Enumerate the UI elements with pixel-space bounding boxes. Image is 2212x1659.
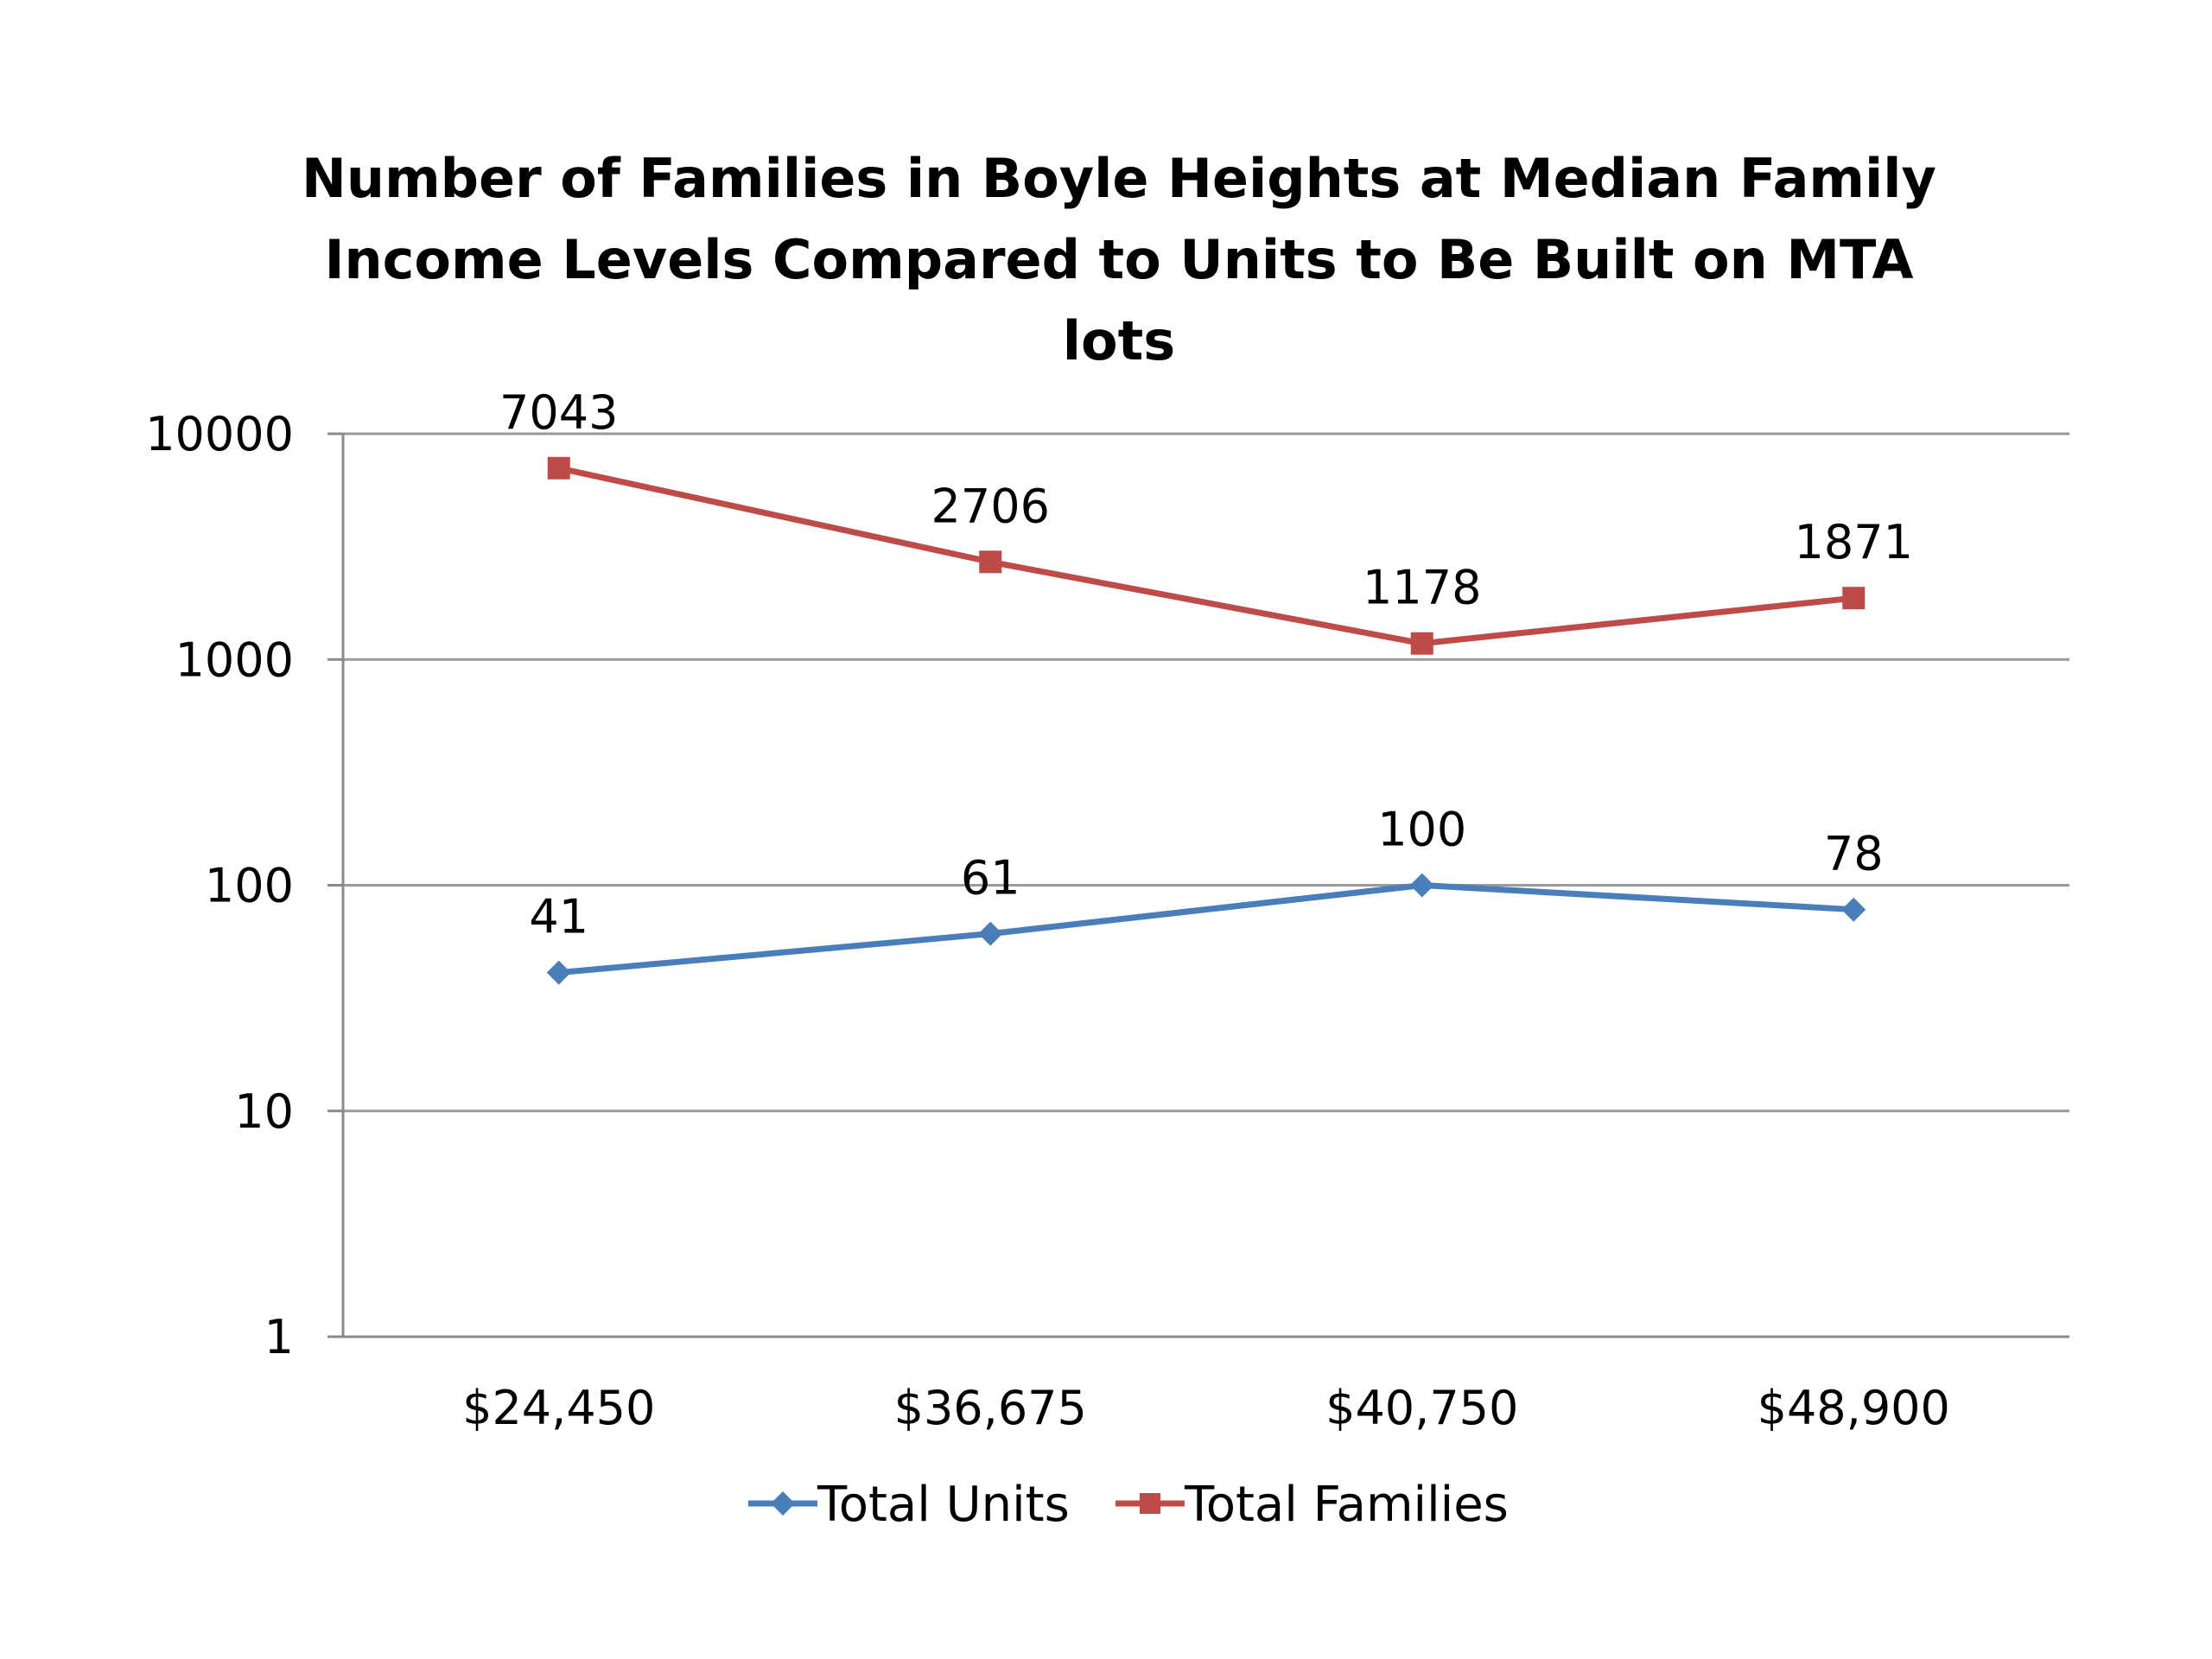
x-tick-label: $24,450 (462, 1381, 655, 1435)
data-label-total-families: 1178 (1363, 561, 1481, 615)
series (546, 456, 1866, 985)
data-point-total-units (978, 921, 1003, 946)
y-tick-label: 100 (205, 859, 294, 913)
chart-title-line: Number of Families in Boyle Heights at M… (302, 147, 1936, 210)
data-label-total-units: 100 (1377, 803, 1466, 857)
data-label-total-units: 61 (961, 851, 1020, 906)
y-tick-label: 1000 (175, 632, 294, 687)
data-point-total-families (979, 550, 1002, 574)
y-tick-label: 10 (234, 1084, 294, 1139)
y-tick-label: 1 (264, 1310, 294, 1364)
data-label-total-units: 41 (529, 890, 588, 944)
series-total-units (546, 873, 1866, 985)
x-tick-labels: $24,450 $36,675 $40,750 $48,900 (462, 1381, 1950, 1435)
axes (327, 432, 2069, 1338)
data-point-total-units (1409, 873, 1434, 898)
data-point-total-units (546, 960, 571, 985)
series-line-total-families (558, 465, 1854, 647)
series-total-families (547, 456, 1866, 655)
data-labels: 41 61 100 78 7043 2706 1178 1871 (499, 385, 1913, 944)
chart-title-line: Income Levels Compared to Units to Be Bu… (324, 228, 1913, 291)
legend-label-total-families: Total Families (1184, 1477, 1509, 1533)
data-point-total-units (1841, 897, 1866, 922)
legend: Total Units Total Families (748, 1477, 1509, 1533)
chart-title: Number of Families in Boyle Heights at M… (302, 147, 1936, 372)
series-line-total-units (558, 882, 1854, 976)
x-tick-label: $40,750 (1325, 1381, 1518, 1435)
gridlines (343, 432, 2069, 1113)
data-label-total-families: 1871 (1795, 515, 1913, 569)
legend-item-total-families: Total Families (1116, 1477, 1509, 1533)
legend-item-total-units: Total Units (748, 1477, 1070, 1533)
data-label-total-units: 78 (1824, 827, 1884, 881)
x-tick-label: $36,675 (894, 1381, 1087, 1435)
chart-title-line: lots (1063, 309, 1175, 372)
data-point-total-families (1842, 587, 1866, 610)
x-tick-label: $48,900 (1758, 1381, 1950, 1435)
data-point-total-families (547, 456, 570, 480)
legend-marker-total-units (771, 1491, 795, 1516)
data-label-total-families: 2706 (931, 479, 1050, 533)
legend-marker-total-families (1140, 1493, 1160, 1514)
data-point-total-families (1410, 632, 1433, 655)
legend-label-total-units: Total Units (817, 1477, 1070, 1533)
y-tick-labels: 1 10 100 1000 10000 (145, 407, 294, 1364)
data-label-total-families: 7043 (499, 385, 618, 440)
y-tick-label: 10000 (145, 407, 294, 461)
